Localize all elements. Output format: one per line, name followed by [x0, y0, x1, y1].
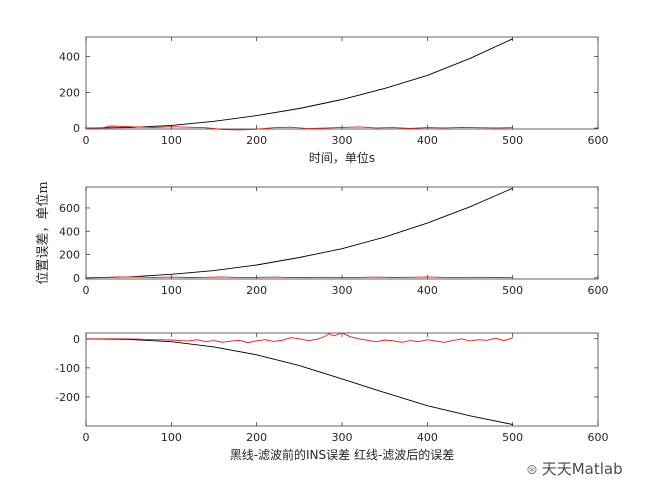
x-tick-label: 400: [417, 284, 438, 297]
x-tick-label: 0: [83, 284, 90, 297]
x-tick-label: 200: [246, 431, 267, 444]
y-tick-label: 0: [73, 272, 80, 285]
x-tick-label: 0: [83, 431, 90, 444]
x-tick-label: 300: [332, 284, 353, 297]
x-tick-label: 500: [502, 134, 523, 147]
y-tick-label: 0: [73, 333, 80, 346]
x-tick-label: 600: [588, 431, 609, 444]
watermark: ⊛ 天天Matlab: [526, 458, 623, 479]
x-tick-label: 0: [83, 134, 90, 147]
y-tick-label: 200: [59, 249, 80, 262]
x-tick-label: 400: [417, 431, 438, 444]
x-tick-label: 100: [161, 284, 182, 297]
series-line-2: [85, 276, 513, 279]
x-tick-label: 600: [588, 134, 609, 147]
y-tick-label: -100: [55, 362, 80, 375]
subplot-2: 0 100 200 300 400 500 600 0 200 400 600 位置误差，单位m: [36, 181, 609, 297]
x-tick-label: 500: [502, 431, 523, 444]
y-tick-label: 600: [59, 202, 80, 215]
x-tick-label: 100: [161, 431, 182, 444]
x-tick-label: 400: [417, 134, 438, 147]
x-axis-label: 黑线-滤波前的INS误差 红线-滤波后的误差: [230, 447, 455, 462]
plot-area: [85, 186, 599, 280]
y-axis-label: 位置误差，单位m: [36, 181, 51, 284]
series-line-1: [85, 187, 513, 279]
x-axis-label: 时间，单位s: [309, 150, 375, 165]
wechat-icon: ⊛: [526, 462, 538, 478]
series-line-1: [85, 38, 513, 129]
subplot-3: 0 100 200 300 400 500 600 -200 -100 0 黑线-滤波前的INS误差…: [55, 332, 609, 462]
x-tick-label: 300: [332, 431, 353, 444]
series-line-2: [86, 332, 513, 344]
series-line-2: [85, 125, 513, 131]
watermark-text: 天天Matlab: [541, 460, 623, 478]
y-tick-label: -200: [55, 391, 80, 404]
x-tick-label: 300: [332, 134, 353, 147]
x-tick-label: 200: [246, 284, 267, 297]
series-line-1: [85, 338, 513, 425]
x-tick-label: 200: [246, 134, 267, 147]
plot-area: [85, 332, 599, 427]
y-tick-label: 200: [59, 86, 80, 99]
x-tick-label: 100: [161, 134, 182, 147]
y-tick-label: 0: [73, 122, 80, 135]
y-tick-label: 400: [59, 51, 80, 64]
subplot-1: 0 100 200 300 400 500 600 0 200 400 时间，单位s: [59, 36, 609, 165]
x-tick-label: 600: [588, 284, 609, 297]
x-tick-label: 500: [502, 284, 523, 297]
plot-area: [85, 36, 599, 130]
y-tick-label: 400: [59, 225, 80, 238]
